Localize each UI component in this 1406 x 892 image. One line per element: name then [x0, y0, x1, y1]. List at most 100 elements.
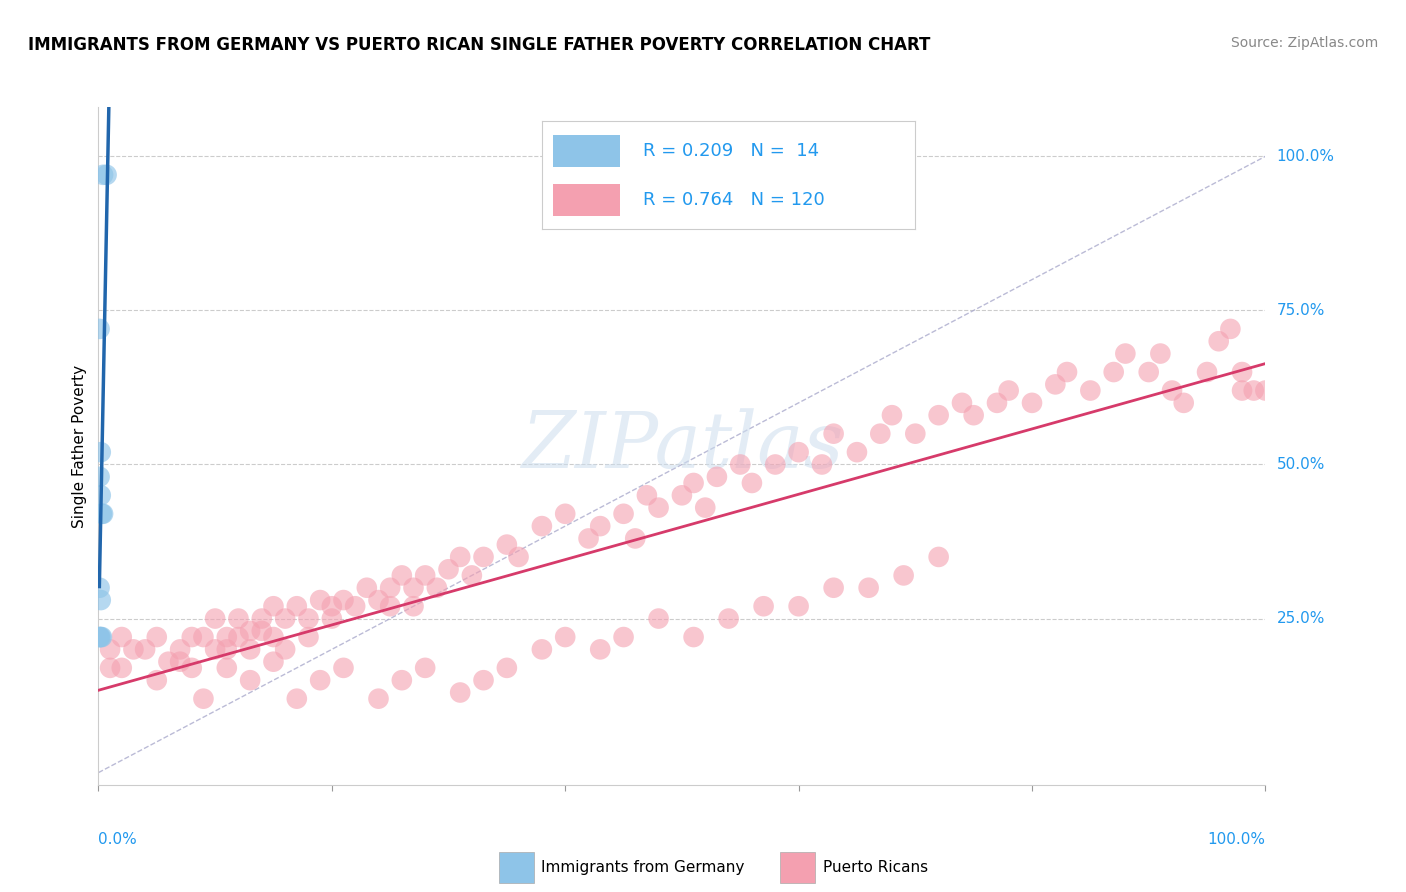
Point: [752, 599, 775, 614]
Point: [250, 624, 273, 638]
Point: [215, 630, 238, 644]
Point: [449, 685, 471, 699]
Point: [472, 549, 495, 564]
Point: [858, 581, 880, 595]
Text: ZIPatlas: ZIPatlas: [520, 408, 844, 484]
Point: [204, 642, 226, 657]
Point: [89, 470, 111, 484]
Point: [589, 642, 612, 657]
Point: [391, 568, 413, 582]
Point: [530, 642, 553, 657]
Point: [426, 581, 449, 595]
Point: [1080, 384, 1102, 398]
Point: [530, 519, 553, 533]
Point: [180, 630, 202, 644]
Point: [496, 538, 519, 552]
Point: [928, 408, 950, 422]
Point: [391, 673, 413, 688]
Point: [1114, 346, 1136, 360]
Point: [1219, 322, 1241, 336]
Point: [111, 630, 134, 644]
Point: [169, 655, 191, 669]
Point: [787, 445, 810, 459]
Point: [90, 445, 112, 459]
Point: [91, 507, 114, 521]
Point: [239, 642, 262, 657]
Point: [682, 630, 704, 644]
Point: [321, 599, 343, 614]
Point: [89, 630, 111, 644]
Point: [367, 691, 389, 706]
Point: [950, 396, 973, 410]
Point: [169, 642, 191, 657]
Point: [297, 630, 319, 644]
Point: [367, 593, 389, 607]
Point: [332, 593, 354, 607]
Point: [89, 630, 111, 644]
Point: [741, 475, 763, 490]
Text: 100.0%: 100.0%: [1277, 149, 1334, 164]
Point: [1208, 334, 1230, 349]
Point: [647, 611, 669, 625]
Point: [1149, 346, 1171, 360]
Point: [262, 599, 284, 614]
Text: IMMIGRANTS FROM GERMANY VS PUERTO RICAN SINGLE FATHER POVERTY CORRELATION CHART: IMMIGRANTS FROM GERMANY VS PUERTO RICAN …: [28, 36, 931, 54]
Point: [589, 519, 612, 533]
Point: [904, 426, 927, 441]
Text: 100.0%: 100.0%: [1208, 832, 1265, 847]
Point: [986, 396, 1008, 410]
Point: [437, 562, 460, 576]
Point: [134, 642, 156, 657]
Point: [636, 488, 658, 502]
Point: [496, 661, 519, 675]
Point: [122, 642, 145, 657]
Point: [1254, 384, 1277, 398]
Point: [706, 470, 728, 484]
Point: [90, 630, 112, 644]
Point: [98, 642, 121, 657]
Text: 75.0%: 75.0%: [1277, 303, 1324, 318]
Point: [90, 488, 112, 502]
Point: [1243, 384, 1265, 398]
Point: [508, 549, 530, 564]
Point: [96, 168, 118, 182]
Point: [449, 549, 471, 564]
Point: [695, 500, 717, 515]
Text: 50.0%: 50.0%: [1277, 457, 1324, 472]
Point: [344, 599, 367, 614]
Point: [262, 655, 284, 669]
Point: [250, 611, 273, 625]
Point: [1137, 365, 1160, 379]
Point: [89, 322, 111, 336]
Point: [380, 581, 402, 595]
Point: [111, 661, 134, 675]
Point: [461, 568, 484, 582]
Point: [1045, 377, 1067, 392]
Point: [309, 673, 332, 688]
Point: [215, 642, 238, 657]
Point: [402, 581, 425, 595]
Point: [90, 593, 112, 607]
Point: [239, 673, 262, 688]
Point: [823, 426, 845, 441]
Point: [1102, 365, 1125, 379]
Point: [717, 611, 740, 625]
Point: [91, 168, 114, 182]
Point: [1230, 365, 1253, 379]
Point: [823, 581, 845, 595]
Point: [180, 661, 202, 675]
Point: [763, 458, 786, 472]
Point: [928, 549, 950, 564]
Point: [309, 593, 332, 607]
Text: Source: ZipAtlas.com: Source: ZipAtlas.com: [1230, 36, 1378, 50]
Point: [1230, 384, 1253, 398]
Point: [554, 630, 576, 644]
Point: [90, 507, 112, 521]
Point: [380, 599, 402, 614]
Point: [554, 507, 576, 521]
Point: [146, 630, 169, 644]
Point: [215, 661, 238, 675]
Point: [89, 581, 111, 595]
Point: [157, 655, 180, 669]
Point: [1195, 365, 1218, 379]
